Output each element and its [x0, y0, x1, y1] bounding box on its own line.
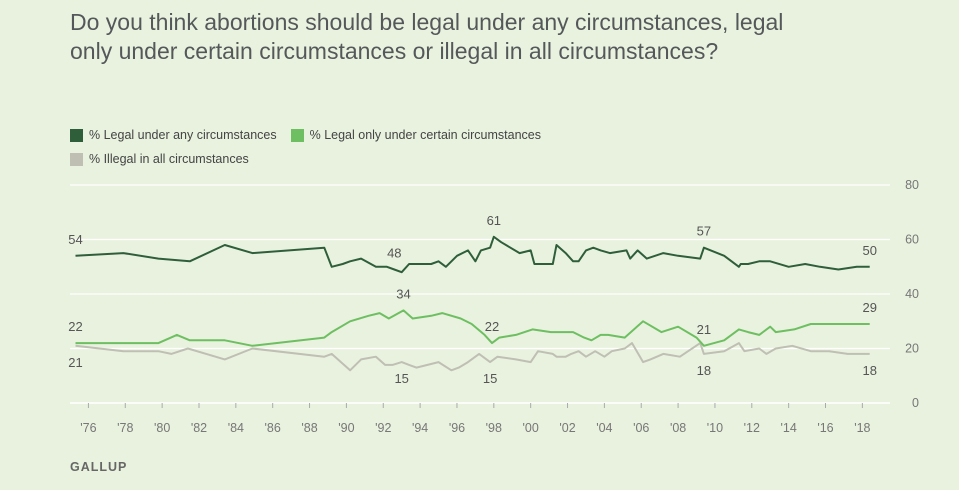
y-tick-label-0: 0: [912, 396, 919, 410]
legend-label-illegal: % Illegal in all circumstances: [89, 152, 249, 166]
legend-label-legal-any: % Legal under any circumstances: [89, 128, 277, 142]
gallup-logo: GALLUP: [70, 460, 128, 474]
x-tick-label-1992: '92: [375, 421, 391, 435]
x-tick-label-2010: '10: [707, 421, 723, 435]
data-label-14: 18: [862, 363, 876, 378]
x-tick-label-1986: '86: [265, 421, 281, 435]
x-tick-label-1978: '78: [117, 421, 133, 435]
data-label-5: 22: [68, 319, 82, 334]
x-tick-label-1990: '90: [338, 421, 354, 435]
legend-item-illegal: % Illegal in all circumstances: [70, 152, 249, 166]
x-tick-label-1980: '80: [154, 421, 170, 435]
x-tick-label-2012: '12: [744, 421, 760, 435]
x-tick-label-2008: '08: [670, 421, 686, 435]
legend-swatch-legal-certain: [290, 128, 304, 142]
data-label-8: 21: [697, 322, 711, 337]
data-label-2: 61: [487, 213, 501, 228]
y-tick-label-40: 40: [905, 287, 919, 301]
data-label-1: 48: [387, 245, 401, 260]
data-label-0: 54: [68, 232, 82, 247]
y-tick-label-20: 20: [905, 342, 919, 356]
legend-item-legal-certain: % Legal only under certain circumstances: [290, 128, 541, 142]
y-tick-label-80: 80: [905, 178, 919, 192]
legend-item-legal-any: % Legal under any circumstances: [70, 128, 277, 142]
legend-swatch-legal-any: [70, 128, 83, 142]
data-label-7: 22: [485, 319, 499, 334]
data-label-3: 57: [697, 224, 711, 239]
x-tick-label-2000: '00: [523, 421, 539, 435]
x-tick-label-1996: '96: [449, 421, 465, 435]
series-line-1: [75, 309, 870, 347]
data-label-12: 15: [483, 371, 497, 386]
x-tick-label-1984: '84: [228, 421, 244, 435]
series-line-2: [75, 342, 870, 372]
data-label-13: 18: [697, 363, 711, 378]
series-line-0: [75, 235, 870, 274]
x-tick-label-1998: '98: [486, 421, 502, 435]
x-tick-label-1976: '76: [80, 421, 96, 435]
x-tick-label-1988: '88: [301, 421, 317, 435]
x-tick-label-2004: '04: [596, 421, 612, 435]
x-tick-label-1994: '94: [412, 421, 428, 435]
chart-title: Do you think abortions should be legal u…: [70, 9, 784, 64]
data-label-10: 21: [68, 355, 82, 370]
data-label-9: 29: [862, 300, 876, 315]
x-tick-label-2006: '06: [633, 421, 649, 435]
y-tick-label-60: 60: [905, 233, 919, 247]
x-tick-label-2002: '02: [559, 421, 575, 435]
x-tick-label-2014: '14: [781, 421, 797, 435]
legend-swatch-illegal: [70, 152, 83, 166]
x-tick-label-2016: '16: [817, 421, 833, 435]
data-label-4: 50: [862, 243, 876, 258]
legend: % Legal under any circumstances % Legal …: [70, 123, 555, 171]
data-label-11: 15: [394, 371, 408, 386]
data-label-6: 34: [396, 286, 410, 301]
x-tick-label-2018: '18: [854, 421, 870, 435]
legend-label-legal-certain: % Legal only under certain circumstances: [309, 128, 541, 142]
x-tick-label-1982: '82: [191, 421, 207, 435]
